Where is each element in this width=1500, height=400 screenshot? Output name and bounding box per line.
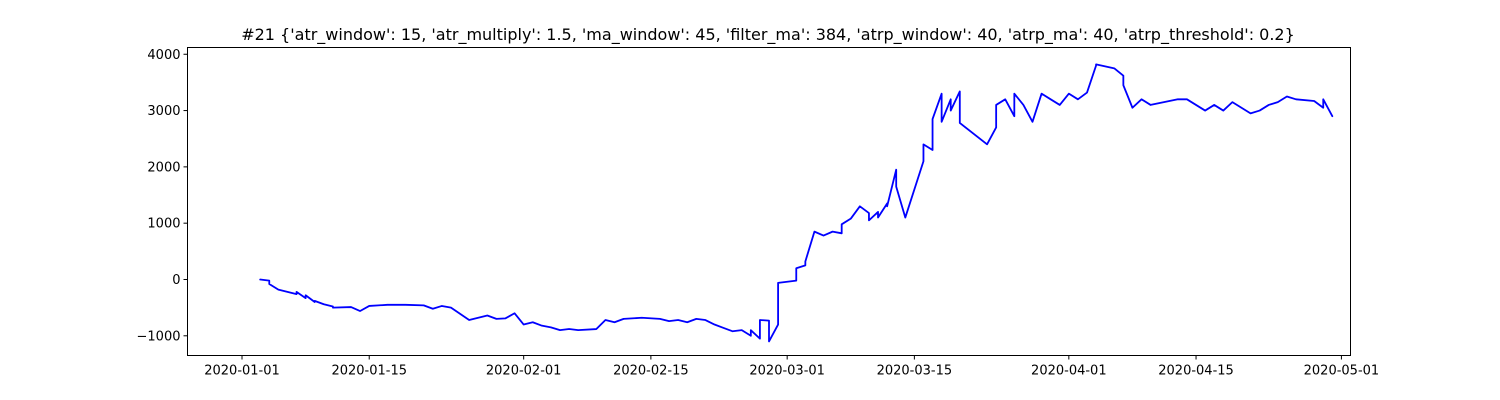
- y-tick-label: 2000: [147, 160, 180, 175]
- x-tick-label: 2020-01-01: [204, 364, 280, 379]
- plot-area-frame: [187, 47, 1351, 356]
- y-axis: −1000 0 1000 2000 3000 4000: [137, 48, 188, 344]
- x-tick-label: 2020-03-01: [749, 364, 825, 379]
- series-layer: [259, 63, 1334, 343]
- y-tick-label: 0: [172, 273, 180, 288]
- y-tick-label: 1000: [147, 217, 180, 232]
- x-tick-label: 2020-01-15: [331, 364, 407, 379]
- y-tick-label: 3000: [147, 104, 180, 119]
- y-tick-label: −1000: [137, 329, 181, 344]
- x-axis: 2020-01-01 2020-01-15 2020-02-01 2020-02-15…: [204, 355, 1380, 379]
- y-tick-label: 4000: [147, 48, 180, 63]
- x-tick-label: 2020-04-15: [1158, 364, 1234, 379]
- x-tick-label: 2020-02-01: [486, 364, 562, 379]
- chart-title: #21 {'atr_window': 15, 'atr_multiply': 1…: [241, 25, 1295, 45]
- x-tick-label: 2020-04-01: [1031, 364, 1107, 379]
- series-line-1: [259, 63, 1334, 343]
- x-tick-label: 2020-02-15: [613, 364, 689, 379]
- x-tick-label: 2020-05-01: [1304, 364, 1380, 379]
- axes-frame: [187, 47, 1351, 356]
- x-tick-label: 2020-03-15: [877, 364, 953, 379]
